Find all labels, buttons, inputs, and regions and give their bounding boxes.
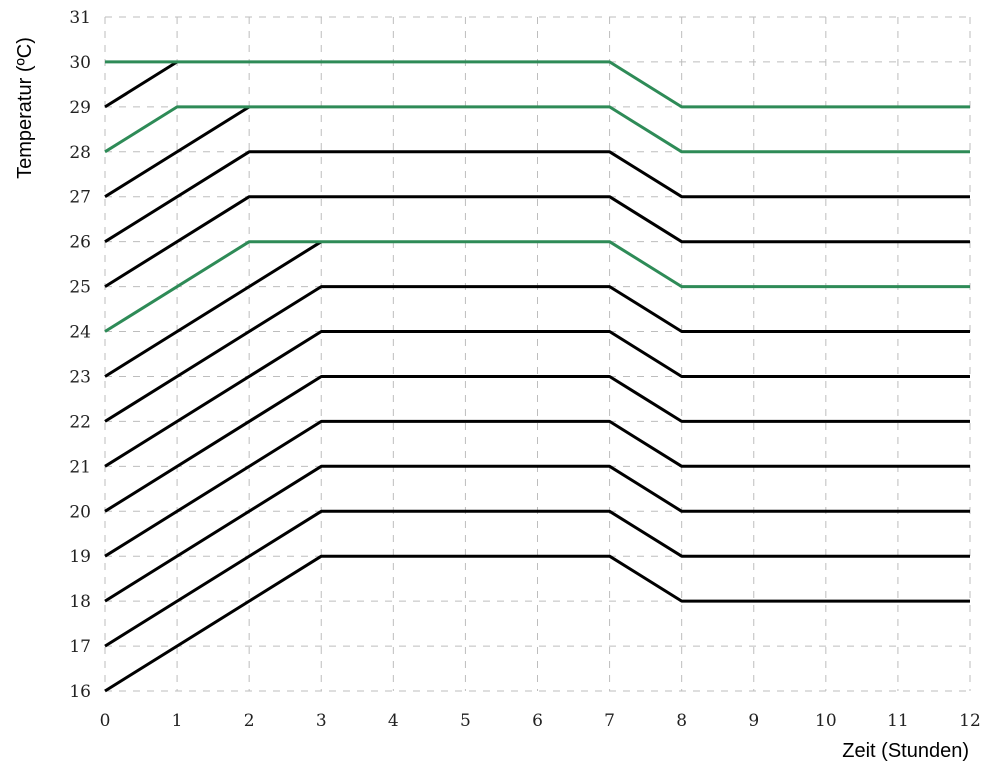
x-tick-label: 7 — [604, 711, 615, 731]
y-tick-labels: 16 17 18 19 20 21 22 23 24 25 26 27 28 29 30 31 — [69, 8, 91, 702]
x-tick-label: 8 — [676, 711, 687, 731]
y-tick-label: 25 — [69, 278, 91, 298]
y-tick-label: 18 — [69, 592, 91, 612]
x-tick-label: 11 — [887, 711, 909, 731]
y-tick-label: 30 — [69, 53, 91, 73]
series-line-black — [104, 419, 970, 558]
grid — [104, 16, 971, 692]
x-tick-labels: 0 1 2 3 4 5 6 7 8 9 10 11 12 — [100, 711, 981, 731]
y-tick-label: 21 — [69, 457, 91, 477]
y-tick-label: 24 — [69, 323, 91, 343]
x-axis-label: Zeit (Stunden) — [842, 740, 969, 762]
x-tick-label: 5 — [460, 711, 471, 731]
y-tick-label: 26 — [69, 233, 91, 253]
y-tick-label: 22 — [69, 412, 91, 432]
series-line-black — [104, 240, 323, 378]
x-tick-label: 12 — [959, 711, 981, 731]
series-line-black — [104, 285, 970, 423]
x-tick-label: 1 — [172, 711, 183, 731]
series-lines — [104, 60, 970, 693]
y-tick-label: 27 — [69, 188, 91, 208]
series-line-black — [104, 195, 970, 288]
y-tick-label: 20 — [69, 502, 91, 522]
y-tick-label: 19 — [69, 547, 91, 567]
x-tick-label: 0 — [100, 711, 111, 731]
y-axis-label: Temperatur (ºC) — [14, 37, 36, 179]
x-tick-label: 9 — [748, 711, 759, 731]
series-line-black — [104, 60, 178, 109]
series-line-black — [104, 375, 970, 513]
series-line-green — [104, 240, 970, 333]
series-line-green — [104, 105, 970, 154]
series-line-black — [104, 105, 250, 198]
y-tick-label: 16 — [69, 682, 91, 702]
x-tick-label: 3 — [316, 711, 327, 731]
series-line-green — [105, 60, 970, 109]
series-line-black — [104, 150, 970, 243]
y-tick-label: 29 — [69, 98, 91, 118]
x-tick-label: 4 — [388, 711, 399, 731]
x-tick-label: 2 — [244, 711, 255, 731]
x-tick-label: 10 — [815, 711, 837, 731]
x-tick-label: 6 — [532, 711, 543, 731]
y-tick-label: 17 — [69, 637, 91, 657]
series-line-black — [104, 554, 970, 693]
y-tick-label: 28 — [69, 143, 91, 163]
series-line-black — [104, 464, 970, 603]
y-tick-label: 31 — [69, 8, 91, 28]
y-tick-label: 23 — [69, 367, 91, 387]
series-line-black — [104, 330, 970, 468]
series-line-black — [104, 509, 970, 648]
